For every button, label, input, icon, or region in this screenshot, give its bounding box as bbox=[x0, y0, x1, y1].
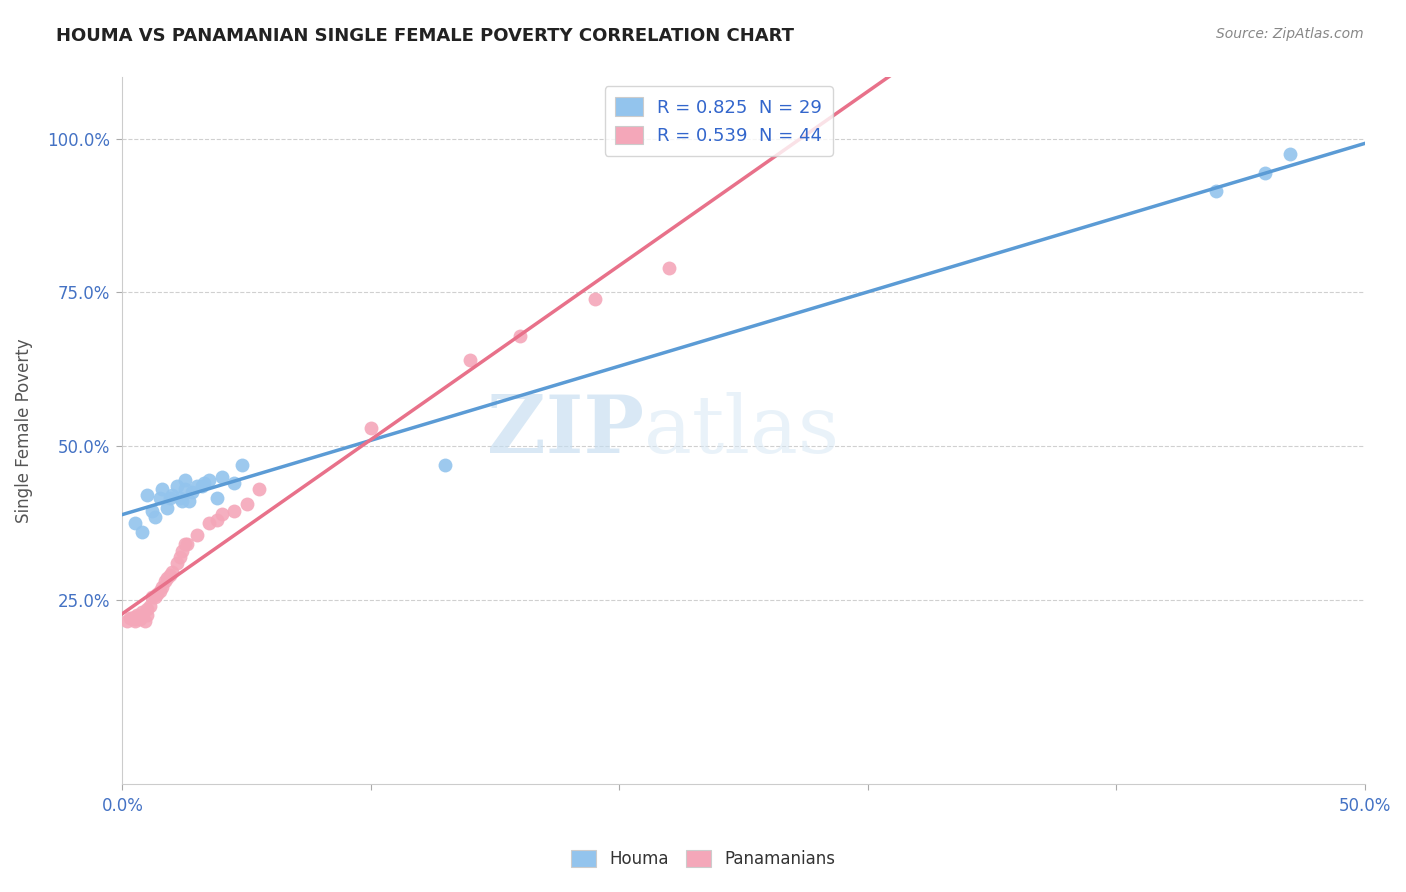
Point bbox=[124, 610, 146, 624]
Point bbox=[169, 491, 191, 506]
Point bbox=[128, 612, 150, 626]
Point bbox=[170, 494, 193, 508]
Point bbox=[159, 568, 181, 582]
Point bbox=[173, 482, 195, 496]
Point bbox=[224, 475, 246, 490]
Point bbox=[141, 503, 163, 517]
Point bbox=[138, 599, 160, 613]
Point bbox=[1205, 184, 1227, 198]
Point bbox=[173, 473, 195, 487]
Point bbox=[169, 549, 191, 564]
Point bbox=[205, 513, 228, 527]
Point bbox=[583, 292, 606, 306]
Point bbox=[156, 500, 179, 515]
Point bbox=[198, 473, 221, 487]
Point bbox=[198, 516, 221, 530]
Point bbox=[134, 614, 156, 628]
Point bbox=[658, 260, 681, 275]
Point bbox=[150, 581, 173, 595]
Legend: Houma, Panamanians: Houma, Panamanians bbox=[564, 843, 842, 875]
Point bbox=[118, 611, 141, 625]
Point bbox=[124, 612, 146, 626]
Point bbox=[211, 470, 233, 484]
Point bbox=[231, 458, 253, 472]
Point bbox=[136, 602, 159, 616]
Point bbox=[146, 586, 169, 600]
Text: atlas: atlas bbox=[644, 392, 839, 470]
Point bbox=[193, 475, 215, 490]
Point bbox=[360, 420, 382, 434]
Y-axis label: Single Female Poverty: Single Female Poverty bbox=[15, 338, 32, 523]
Legend: R = 0.825  N = 29, R = 0.539  N = 44: R = 0.825 N = 29, R = 0.539 N = 44 bbox=[605, 87, 832, 156]
Point bbox=[149, 583, 172, 598]
Point bbox=[149, 491, 172, 506]
Point bbox=[191, 479, 214, 493]
Point bbox=[121, 611, 143, 625]
Point bbox=[143, 509, 166, 524]
Point bbox=[160, 488, 183, 502]
Point bbox=[150, 482, 173, 496]
Point bbox=[143, 590, 166, 604]
Point bbox=[176, 537, 198, 551]
Point bbox=[159, 491, 181, 506]
Point bbox=[509, 328, 531, 343]
Point bbox=[1279, 147, 1302, 161]
Point bbox=[458, 353, 481, 368]
Point bbox=[166, 556, 188, 570]
Text: HOUMA VS PANAMANIAN SINGLE FEMALE POVERTY CORRELATION CHART: HOUMA VS PANAMANIAN SINGLE FEMALE POVERT… bbox=[56, 27, 794, 45]
Point bbox=[166, 479, 188, 493]
Point bbox=[186, 479, 208, 493]
Point bbox=[205, 491, 228, 506]
Text: ZIP: ZIP bbox=[488, 392, 644, 470]
Point bbox=[141, 590, 163, 604]
Point bbox=[136, 608, 159, 623]
Point bbox=[153, 574, 176, 589]
Point bbox=[224, 503, 246, 517]
Point bbox=[128, 610, 150, 624]
Point bbox=[247, 482, 270, 496]
Point bbox=[124, 614, 146, 628]
Text: Source: ZipAtlas.com: Source: ZipAtlas.com bbox=[1216, 27, 1364, 41]
Point bbox=[156, 571, 179, 585]
Point bbox=[235, 498, 257, 512]
Point bbox=[131, 605, 153, 619]
Point bbox=[170, 543, 193, 558]
Point bbox=[136, 488, 159, 502]
Point bbox=[186, 528, 208, 542]
Point bbox=[434, 458, 457, 472]
Point bbox=[128, 611, 150, 625]
Point bbox=[181, 485, 204, 500]
Point bbox=[1254, 166, 1277, 180]
Point bbox=[179, 494, 201, 508]
Point bbox=[127, 611, 149, 625]
Point bbox=[131, 608, 153, 623]
Point bbox=[117, 614, 139, 628]
Point bbox=[127, 608, 149, 623]
Point bbox=[173, 537, 195, 551]
Point bbox=[160, 565, 183, 579]
Point bbox=[211, 507, 233, 521]
Point bbox=[131, 525, 153, 540]
Point bbox=[131, 608, 153, 623]
Point bbox=[124, 516, 146, 530]
